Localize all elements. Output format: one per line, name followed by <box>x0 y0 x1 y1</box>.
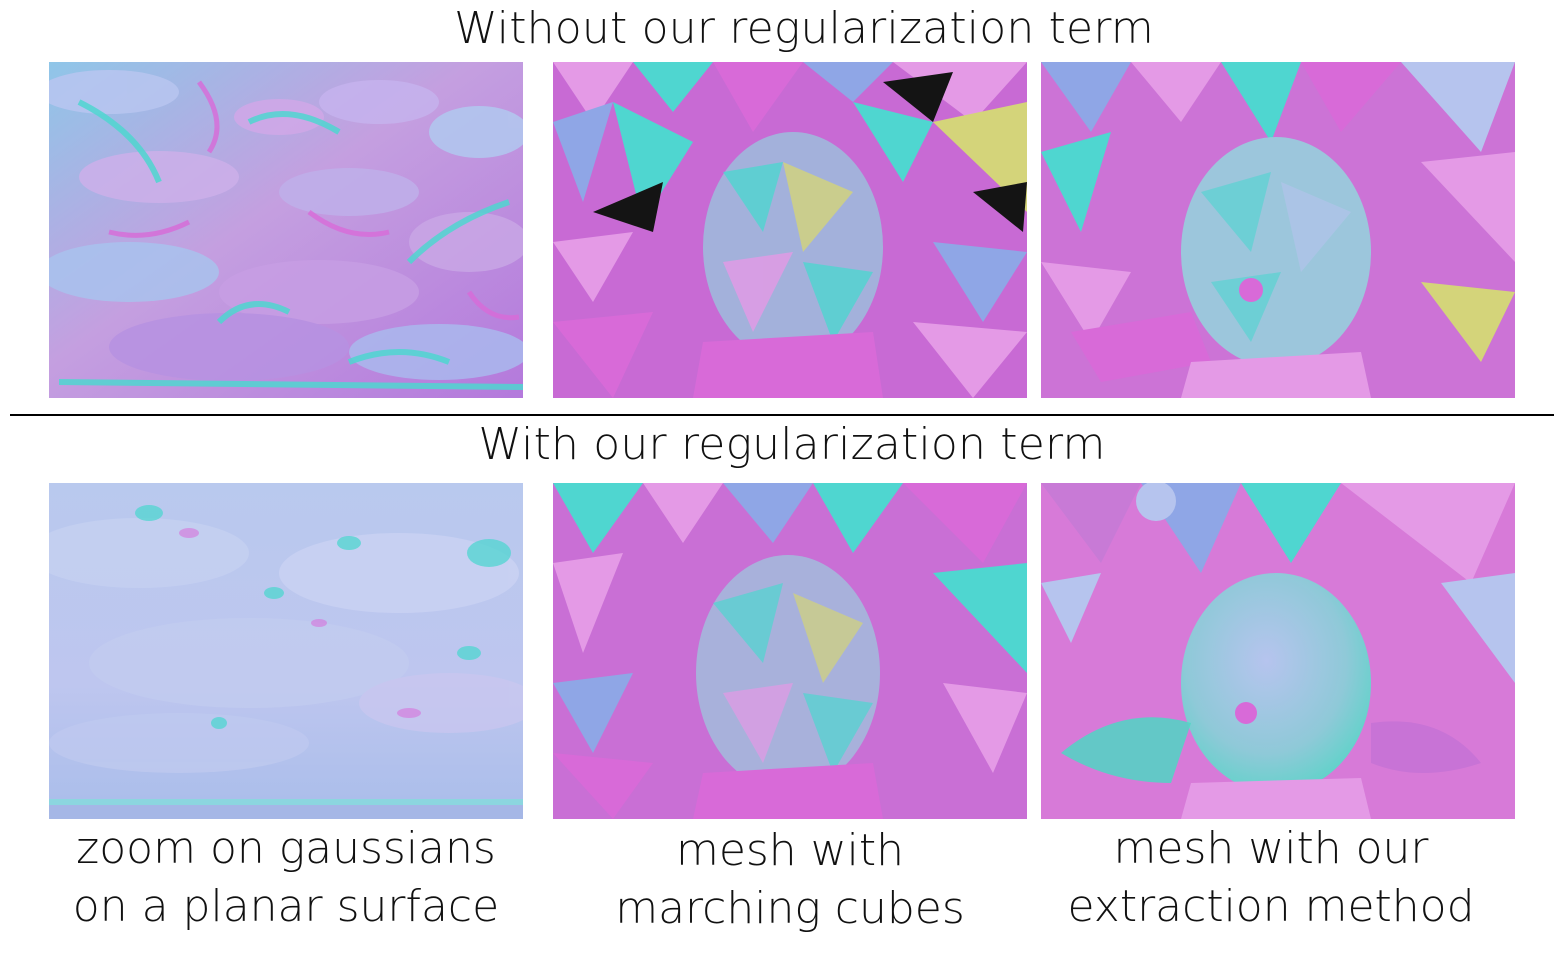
panel-gaussians-without-reg <box>49 62 523 398</box>
marching-cubes-noisy-mesh <box>553 62 1027 398</box>
caption-our-extraction: mesh with our extraction method <box>1034 820 1508 936</box>
caption-our-extraction-line1: mesh with our <box>1113 823 1429 874</box>
caption-marching-cubes-line1: mesh with <box>675 825 905 876</box>
caption-gaussians-line2: on a planar surface <box>72 881 500 932</box>
panel-our-extraction-with-reg <box>1041 483 1515 819</box>
panel-our-extraction-without-reg <box>1041 62 1515 398</box>
caption-gaussians: zoom on gaussians on a planar surface <box>49 820 523 936</box>
caption-our-extraction-line2: extraction method <box>1067 881 1475 932</box>
caption-marching-cubes: mesh with marching cubes <box>553 822 1027 938</box>
gaussians-smooth-normal-map <box>49 483 523 819</box>
marching-cubes-regularized-mesh <box>553 483 1027 819</box>
title-without-regularization: Without our regularization term <box>454 3 1154 54</box>
caption-marching-cubes-line2: marching cubes <box>615 883 965 934</box>
panel-marching-cubes-with-reg <box>553 483 1027 819</box>
caption-gaussians-line1: zoom on gaussians <box>76 823 496 874</box>
title-with-regularization: With our regularization term <box>478 419 1106 470</box>
panel-gaussians-with-reg <box>49 483 523 819</box>
gaussians-noisy-normal-map <box>49 62 523 398</box>
section-divider <box>10 414 1554 416</box>
our-extraction-noisy-mesh <box>1041 62 1515 398</box>
our-extraction-smooth-mesh <box>1041 483 1515 819</box>
panel-marching-cubes-without-reg <box>553 62 1027 398</box>
